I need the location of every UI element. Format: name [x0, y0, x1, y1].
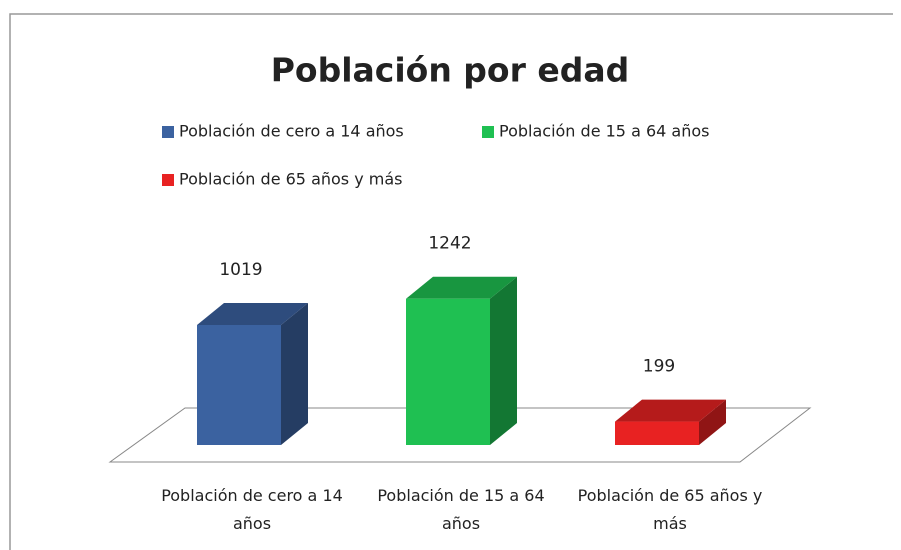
legend-label: Población de 65 años y más — [179, 170, 403, 189]
bar-side — [699, 399, 726, 445]
bar-side — [281, 303, 308, 445]
legend-swatch — [162, 126, 174, 138]
bar-top — [197, 303, 308, 325]
x-tick-label: Población de 65 años y más — [577, 486, 763, 533]
frame — [9, 13, 893, 550]
bar-top — [615, 399, 726, 422]
legend-label: Población de 15 a 64 años — [499, 122, 709, 141]
x-tick-label: Población de 15 a 64 años — [377, 486, 545, 533]
legend-swatch — [482, 126, 494, 138]
bar — [197, 325, 281, 445]
chart-title: Población por edad — [271, 51, 630, 90]
bar-side — [490, 276, 517, 445]
x-tick-label: Población de cero a 14 años — [161, 486, 343, 533]
legend-label: Población de cero a 14 años — [179, 122, 404, 141]
legend-swatch — [162, 174, 174, 186]
bar — [615, 421, 699, 445]
data-label: 1019 — [219, 260, 262, 280]
bar-top — [406, 276, 517, 299]
data-label: 199 — [643, 357, 675, 377]
bar — [406, 298, 490, 445]
data-label: 1242 — [428, 234, 471, 254]
